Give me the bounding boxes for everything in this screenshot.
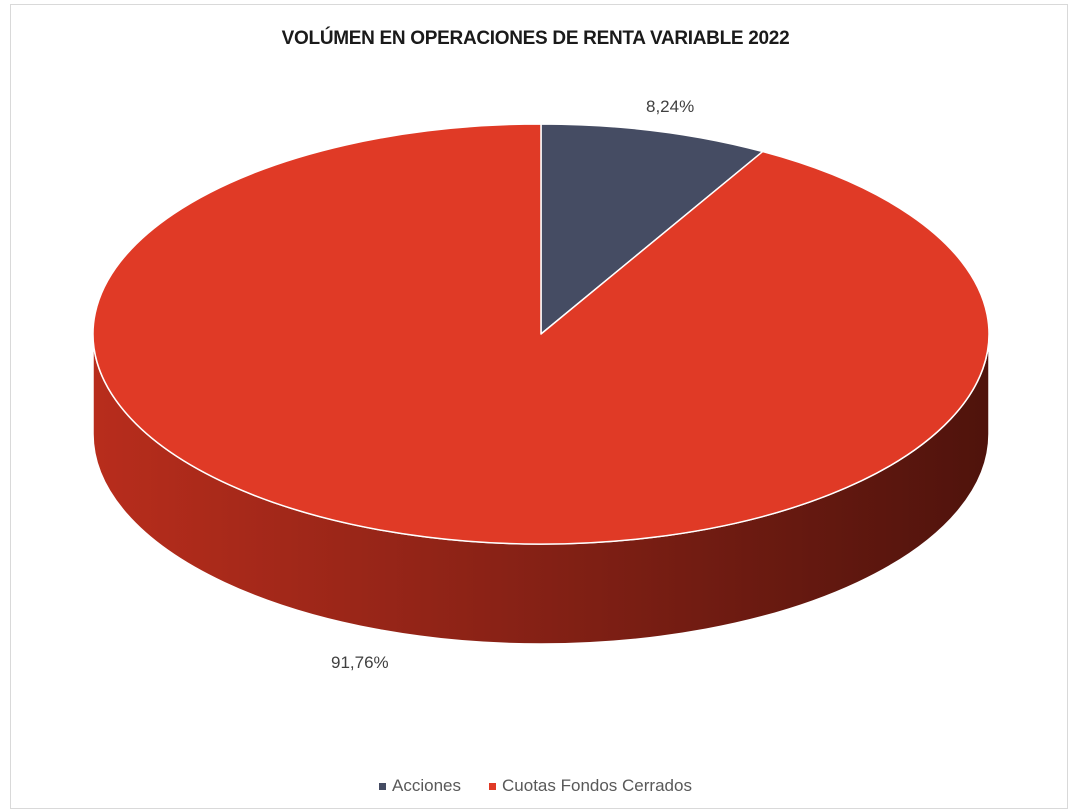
- pie-slice-cuotas-fondos-cerrados[interactable]: [92, 123, 990, 545]
- chart-title: VOLÚMEN EN OPERACIONES DE RENTA VARIABLE…: [281, 28, 790, 49]
- data-label-cuotas: 91,76%: [331, 653, 389, 672]
- legend-item-cuotas[interactable]: Cuotas Fondos Cerrados: [489, 776, 692, 796]
- legend-swatch-acciones: [379, 782, 387, 790]
- data-label-acciones: 8,24%: [646, 97, 695, 116]
- legend-item-acciones[interactable]: Acciones: [379, 776, 461, 796]
- legend-label-cuotas: Cuotas Fondos Cerrados: [502, 776, 692, 795]
- pie-slice-acciones[interactable]: [540, 123, 764, 335]
- legend-label-acciones: Acciones: [392, 776, 462, 795]
- legend-swatch-cuotas: [489, 782, 497, 790]
- legend: Acciones Cuotas Fondos Cerrados: [0, 776, 1071, 796]
